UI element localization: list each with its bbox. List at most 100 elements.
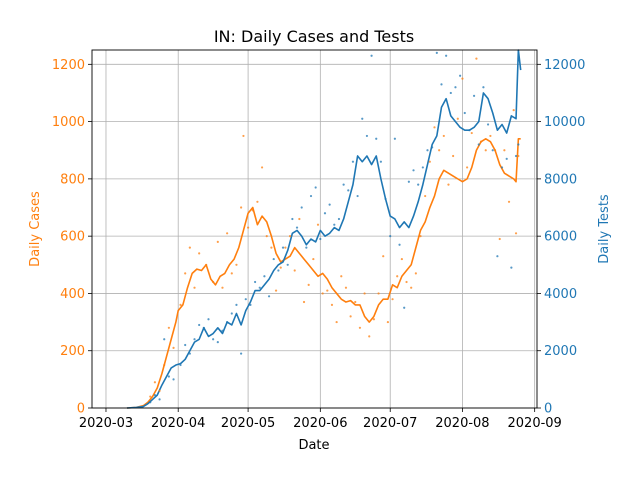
cases-point (493, 149, 497, 152)
tests-point (365, 134, 369, 138)
x-tick-label: 2020-03 (79, 416, 133, 431)
cases-point (193, 286, 196, 289)
cases-point (235, 263, 238, 266)
cases-point (153, 381, 157, 384)
cases-point (489, 134, 492, 138)
plot-frame (91, 49, 538, 409)
cases-point (479, 140, 483, 143)
cases-point (179, 303, 182, 306)
tests-point (198, 323, 201, 327)
tests-point (230, 312, 233, 315)
cases-point (368, 335, 371, 338)
x-axis-title: Date (298, 438, 329, 453)
cases-point (251, 209, 254, 212)
tests-point (188, 352, 191, 355)
x-tick-label: 2020-07 (363, 416, 417, 431)
tests-point (253, 280, 257, 284)
cases-point (330, 303, 334, 306)
tests-point (202, 326, 205, 329)
tests-point (417, 183, 420, 186)
right-y-tick-label: 12000 (544, 58, 585, 73)
cases-point (298, 217, 301, 221)
tests-point (226, 320, 229, 324)
tests-point (500, 166, 504, 169)
cases-point (260, 166, 264, 169)
left-y-tick-label: 1000 (52, 115, 85, 130)
cases-line (126, 137, 521, 409)
cases-point (456, 117, 459, 120)
cases-point (512, 109, 515, 112)
cases-point (167, 326, 170, 329)
tests-point (463, 111, 466, 115)
tests-point (445, 54, 448, 57)
cases-point (188, 246, 191, 249)
cases-point (256, 200, 259, 203)
tests-point (454, 86, 457, 89)
cases-point (149, 395, 152, 398)
axes-frame (91, 49, 538, 409)
left-y-tick-label: 0 (77, 402, 85, 417)
tests-point (407, 180, 410, 183)
cases-point (279, 266, 282, 269)
tests-point (184, 343, 187, 347)
cases-point (312, 257, 315, 261)
chart-title: IN: Daily Cases and Tests (214, 27, 414, 46)
cases-point (461, 77, 464, 80)
cases-point (349, 315, 352, 318)
tests-line (126, 49, 522, 409)
cases-point (205, 263, 208, 266)
cases-point (226, 232, 229, 235)
cases-point (484, 149, 487, 152)
tests-point (491, 149, 494, 152)
right-y-tick-label: 2000 (544, 344, 577, 359)
tests-point (486, 123, 490, 126)
x-tick-label: 2020-06 (293, 416, 347, 431)
cases-point (240, 206, 243, 209)
series-layer (126, 49, 522, 409)
left-y-tick-label: 1200 (52, 58, 85, 73)
tests-point (472, 94, 476, 97)
cases-point (247, 226, 250, 229)
tests-point (172, 378, 175, 381)
tests-point (375, 137, 378, 140)
tests-point (398, 243, 401, 246)
tests-point (361, 117, 364, 120)
cases-point (400, 257, 403, 261)
tests-point (291, 217, 294, 221)
cases-point (424, 194, 427, 198)
cases-point (447, 183, 450, 186)
cases-point (284, 246, 287, 249)
left-y-tick-label: 800 (60, 172, 85, 187)
cases-point (466, 166, 469, 169)
cases-point (354, 300, 357, 304)
tests-point (309, 194, 313, 198)
tests-point (244, 298, 247, 301)
tests-point (468, 129, 471, 132)
tests-point (379, 160, 382, 163)
tests-point (258, 286, 261, 289)
tests-point (426, 149, 429, 152)
tests-point (305, 246, 308, 249)
cases-point (517, 154, 520, 158)
tests-point (389, 235, 392, 238)
cases-point (503, 149, 506, 152)
cases-point (288, 235, 292, 238)
tests-point (263, 275, 266, 278)
cases-point (507, 200, 511, 203)
cases-point (475, 57, 478, 60)
tests-point (435, 51, 438, 54)
tests-point (272, 257, 275, 261)
cases-point (163, 363, 166, 367)
right-y-tick-label: 0 (544, 402, 552, 417)
tests-point (179, 363, 182, 367)
tests-point (158, 398, 161, 401)
tests-point (496, 255, 499, 258)
tests-point (235, 303, 238, 306)
cases-point (212, 280, 215, 284)
cases-point (382, 255, 385, 258)
cases-point (377, 292, 380, 295)
x-tick-label: 2020-08 (435, 416, 489, 431)
tests-point (370, 54, 373, 57)
tests-point (267, 295, 271, 298)
cases-point (433, 126, 436, 129)
